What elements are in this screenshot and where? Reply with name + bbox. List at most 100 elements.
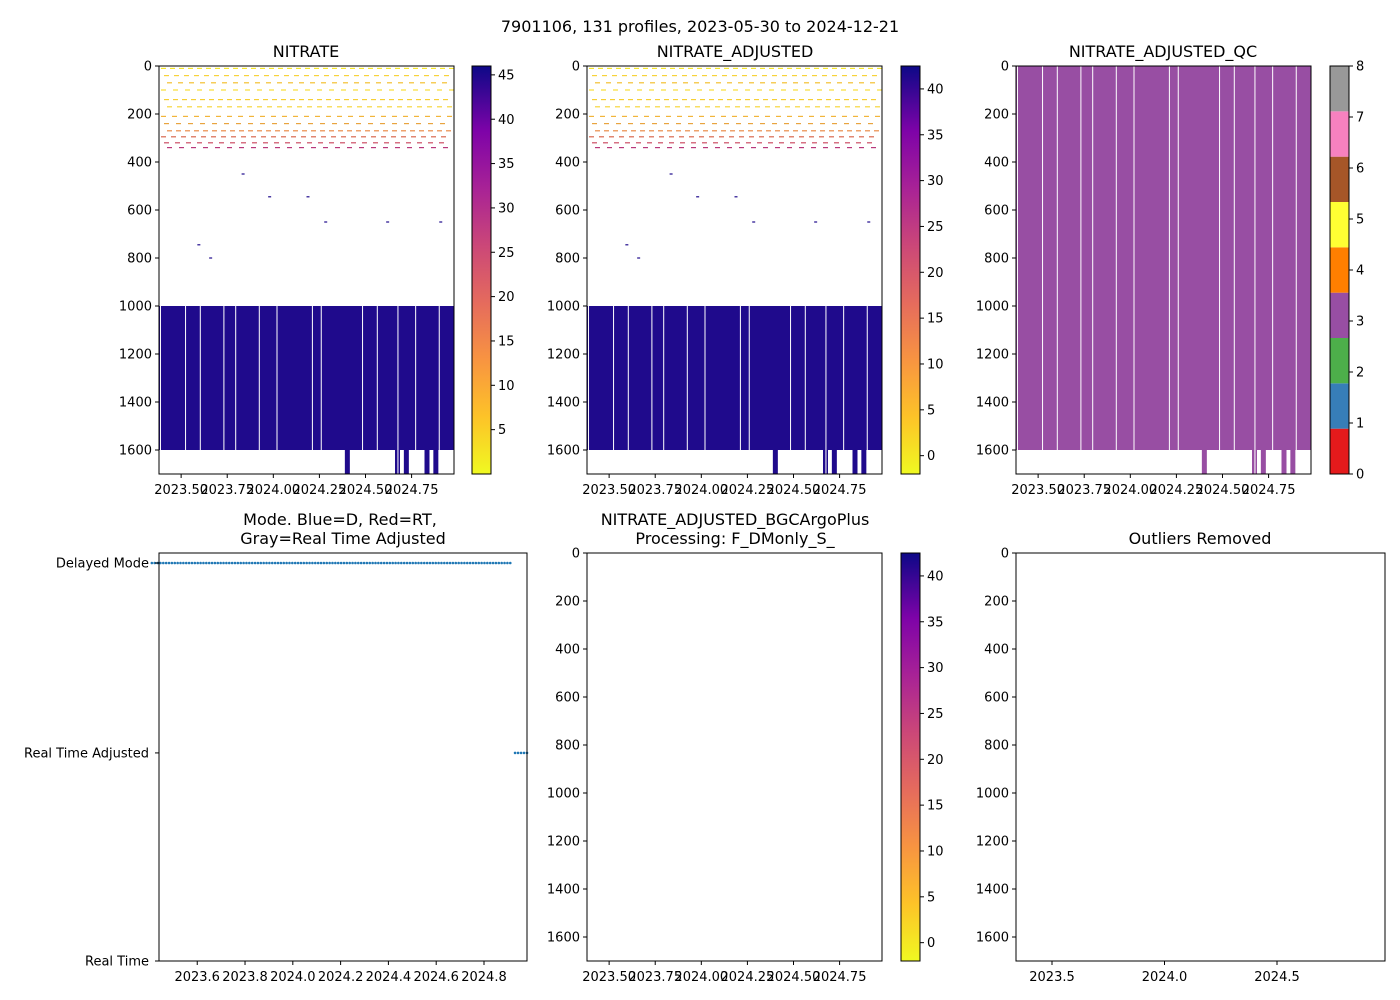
mode-point <box>425 561 429 565</box>
colorbar-tick-label: 4 <box>1356 264 1364 279</box>
mode-point <box>486 561 489 565</box>
mode-point <box>428 561 432 565</box>
mode-point <box>342 561 346 565</box>
colorbar-tick-label: 20 <box>927 266 944 281</box>
colorbar-tick-label: 15 <box>927 312 944 327</box>
colorbar-tick-label: 40 <box>927 569 944 584</box>
mode-point <box>491 561 495 565</box>
mode-point <box>331 561 334 565</box>
y-tick-label: 0 <box>144 60 152 75</box>
colorbar-tick-label: 10 <box>927 845 944 860</box>
y-tick-label: 1600 <box>547 444 580 459</box>
y-tick-label: 1200 <box>976 348 1009 363</box>
mode-point <box>167 561 171 565</box>
x-tick-label: 2024.00 <box>246 483 300 498</box>
y-tick-label: 200 <box>555 108 580 123</box>
deep-profile-extension <box>424 450 430 474</box>
colorbar-tick-label: 0 <box>927 449 935 464</box>
mode-point <box>262 561 265 565</box>
mode-point <box>356 561 360 565</box>
mode-point <box>282 561 286 565</box>
mode-point <box>385 561 389 565</box>
mode-point <box>474 561 478 565</box>
qc-colorbar-segment <box>1330 202 1349 248</box>
colorbar-tick-label: 45 <box>498 68 515 83</box>
mode-point <box>259 561 263 565</box>
y-tick-label: 800 <box>127 252 152 267</box>
mode-point <box>431 561 435 565</box>
mode-point <box>451 561 455 565</box>
deep-profile-extension <box>1290 450 1296 474</box>
y-tick-label: 1200 <box>547 348 580 363</box>
mode-point <box>465 561 469 565</box>
x-tick-label: 2023.6 <box>174 970 220 985</box>
mode-point <box>368 561 372 565</box>
x-tick-label: 2024.00 <box>674 483 728 498</box>
panel-qc-title: NITRATE_ADJUSTED_QC <box>1069 42 1257 62</box>
mode-point <box>190 561 194 565</box>
colorbar-tick-label: 25 <box>927 220 944 235</box>
colorbar-tick-label: 30 <box>927 174 944 189</box>
mode-point <box>379 561 383 565</box>
y-tick-label: 1400 <box>976 883 1009 898</box>
mode-point <box>339 561 343 565</box>
y-tick-label: Real Time <box>85 955 149 970</box>
y-tick-label: 600 <box>555 691 580 706</box>
y-tick-label: 0 <box>572 60 580 75</box>
y-tick-label: 1600 <box>976 444 1009 459</box>
y-tick-label: 0 <box>1001 60 1009 75</box>
x-tick-label: 2023.75 <box>628 970 682 985</box>
y-tick-label: 1000 <box>976 300 1009 315</box>
colorbar-tick-label: 6 <box>1356 162 1364 177</box>
x-tick-label: 2023.50 <box>582 970 636 985</box>
mode-point <box>159 561 162 565</box>
y-tick-label: 1200 <box>119 348 152 363</box>
mode-point <box>179 561 182 565</box>
y-tick-label: 1200 <box>976 835 1009 850</box>
colorbar-tick-label: 30 <box>498 201 515 216</box>
mode-point <box>391 561 395 565</box>
mode-point <box>397 561 400 565</box>
mode-point <box>388 561 392 565</box>
y-tick-label: 0 <box>572 547 580 562</box>
deep-profile-extension <box>852 450 858 474</box>
y-tick-label: 1000 <box>547 300 580 315</box>
mode-point <box>334 561 337 565</box>
profile-block <box>1016 66 1311 450</box>
x-tick-label: 2024.4 <box>366 970 412 985</box>
colorbar-tick-label: 5 <box>927 403 935 418</box>
y-tick-label: 400 <box>984 643 1009 658</box>
panel-nitrate-adjusted-frame <box>586 65 883 475</box>
mode-point <box>219 561 222 565</box>
x-tick-label: 2023.75 <box>628 483 682 498</box>
mode-point <box>196 561 200 565</box>
x-tick-label: 2024.6 <box>413 970 459 985</box>
x-tick-label: 2024.25 <box>721 970 775 985</box>
qc-colorbar-segment <box>1330 66 1349 112</box>
mode-point <box>250 561 254 565</box>
x-tick-label: 2024.50 <box>339 483 393 498</box>
mode-point <box>273 561 277 565</box>
colorbar-tick-label: 20 <box>498 290 515 305</box>
mode-point <box>285 561 288 565</box>
y-tick-label: 1200 <box>547 835 580 850</box>
colorbar-tick-label: 40 <box>927 82 944 97</box>
panel-bgcargoplus-title: NITRATE_ADJUSTED_BGCArgoPlus <box>601 510 870 530</box>
mode-point <box>164 561 168 565</box>
profile-block <box>587 306 882 450</box>
x-tick-label: 2023.50 <box>582 483 636 498</box>
colorbar-tick-label: 35 <box>927 128 944 143</box>
x-tick-label: 2024.50 <box>767 483 821 498</box>
y-tick-label: 600 <box>984 691 1009 706</box>
panel-outliers-title: Outliers Removed <box>1129 529 1272 548</box>
mode-point <box>377 561 380 565</box>
mode-point <box>162 561 165 565</box>
panel-qc-frame <box>1015 65 1312 475</box>
mode-point <box>420 561 423 565</box>
mode-point <box>276 561 280 565</box>
y-tick-label: 200 <box>127 108 152 123</box>
mode-point <box>414 561 417 565</box>
mode-point <box>319 561 323 565</box>
x-tick-label: 2024.75 <box>1242 483 1296 498</box>
panel-mode-title: Mode. Blue=D, Red=RT, <box>243 510 437 529</box>
